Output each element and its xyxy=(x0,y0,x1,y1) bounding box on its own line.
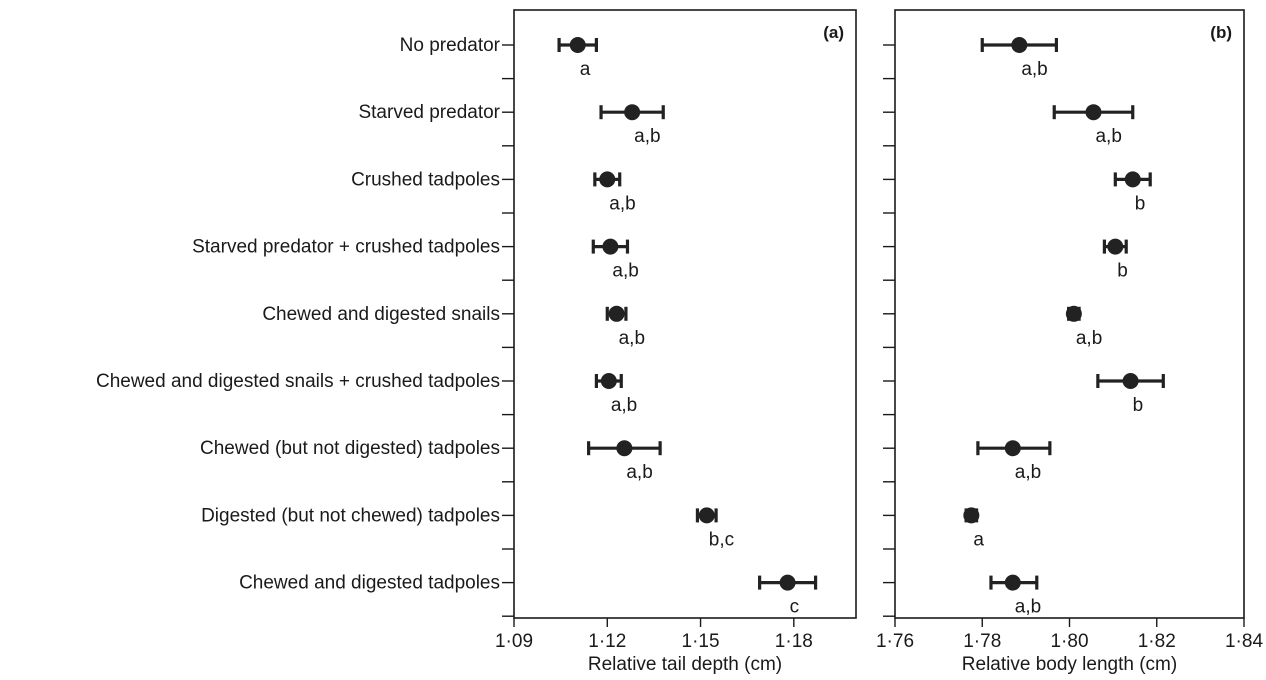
mean-point xyxy=(1004,440,1021,457)
category-label: Crushed tadpoles xyxy=(351,169,500,190)
significance-label: a,b xyxy=(619,328,645,349)
mean-point xyxy=(1004,574,1021,591)
significance-label: a,b xyxy=(1015,462,1041,483)
x-tick-label: 1·18 xyxy=(775,631,813,652)
mean-point xyxy=(779,574,796,591)
significance-label: b xyxy=(1117,261,1128,282)
significance-label: b,c xyxy=(709,529,734,550)
panel-label: (a) xyxy=(823,23,844,42)
plot-frame xyxy=(513,9,857,619)
x-tick-label: 1·82 xyxy=(1138,631,1176,652)
significance-label: a,b xyxy=(1021,59,1047,80)
x-tick-label: 1·09 xyxy=(495,631,533,652)
category-label: Chewed and digested snails + crushed tad… xyxy=(96,371,500,392)
mean-point xyxy=(1065,305,1082,322)
category-label: Chewed and digested snails xyxy=(262,304,500,325)
significance-label: a,b xyxy=(609,193,635,214)
mean-point xyxy=(602,238,619,255)
mean-point xyxy=(569,37,586,53)
mean-point xyxy=(698,507,715,524)
significance-label: a,b xyxy=(634,126,660,147)
mean-point xyxy=(1011,37,1028,53)
x-tick-label: 1·76 xyxy=(876,631,914,652)
significance-label: a,b xyxy=(612,261,638,282)
significance-label: a,b xyxy=(1076,328,1102,349)
significance-label: a,b xyxy=(626,462,652,483)
mean-point xyxy=(616,440,633,457)
x-tick-label: 1·80 xyxy=(1050,631,1088,652)
x-tick-label: 1·12 xyxy=(588,631,626,652)
x-axis-title: Relative tail depth (cm) xyxy=(588,654,782,675)
significance-label: b xyxy=(1133,395,1144,416)
mean-point xyxy=(1107,238,1124,255)
significance-label: c xyxy=(790,597,800,618)
mean-point xyxy=(963,507,980,524)
significance-label: a,b xyxy=(611,395,637,416)
panel-b: 1·76 1·78 1·80 1·82 1·84 Relative body length… xyxy=(876,9,1263,675)
mean-point xyxy=(1124,171,1141,188)
mean-point xyxy=(600,373,617,389)
significance-label: a xyxy=(973,529,984,550)
significance-label: a,b xyxy=(1095,126,1121,147)
mean-point xyxy=(1085,104,1102,121)
x-axis-title: Relative body length (cm) xyxy=(962,654,1177,675)
x-tick-label: 1·78 xyxy=(963,631,1001,652)
x-tick-label: 1·84 xyxy=(1225,631,1263,652)
mean-point xyxy=(599,171,616,188)
category-label: Chewed and digested tadpoles xyxy=(239,573,500,594)
mean-point xyxy=(1122,373,1139,389)
category-label: Starved predator + crushed tadpoles xyxy=(192,237,500,258)
category-label: Chewed (but not digested) tadpoles xyxy=(200,438,500,459)
category-labels: No predator Starved predator Crushed tadpo… xyxy=(96,35,501,594)
mean-point xyxy=(624,104,641,121)
category-label: No predator xyxy=(400,35,501,56)
mean-point xyxy=(608,305,625,322)
category-label: Digested (but not chewed) tadpoles xyxy=(201,505,500,526)
panel-label: (b) xyxy=(1210,23,1232,42)
x-tick-label: 1·15 xyxy=(682,631,720,652)
category-label: Starved predator xyxy=(358,102,500,123)
significance-label: a xyxy=(580,59,591,80)
significance-label: a,b xyxy=(1015,597,1041,618)
significance-label: b xyxy=(1135,193,1146,214)
